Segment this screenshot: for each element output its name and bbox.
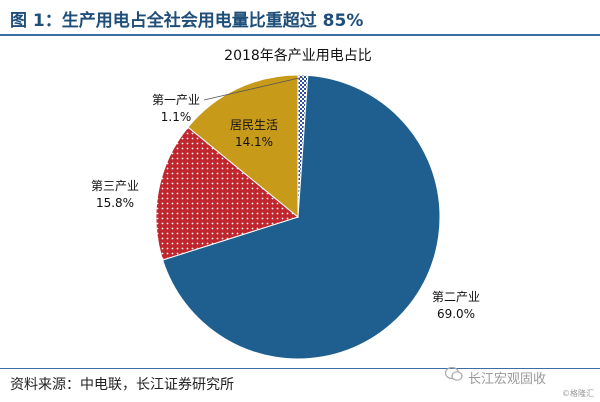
slice-label-residential: 居民生活 (230, 118, 278, 132)
slice-label-secondary: 第二产业 (432, 290, 480, 304)
slice-value-secondary: 69.0% (437, 307, 475, 321)
source-note: 资料来源：中电联，长江证券研究所 (10, 377, 234, 393)
figure-title: 图 1：生产用电占全社会用电量比重超过 85% (10, 11, 364, 31)
chart-title: 2018年各产业用电占比 (224, 48, 372, 64)
pie-chart: 2018年各产业用电占比 第一产业 1.1% 第二产业 69.0% 第三产业 15.8% 居… (91, 48, 480, 360)
footer-divider (0, 368, 600, 369)
slice-label-tertiary: 第三产业 (91, 179, 139, 193)
pie-slice-tertiary (155, 126, 300, 261)
slice-label-primary: 第一产业 (152, 93, 200, 107)
slice-value-tertiary: 15.8% (96, 196, 134, 210)
title-divider (0, 34, 600, 36)
slice-value-primary: 1.1% (161, 110, 192, 124)
leader-line-primary (203, 76, 303, 101)
wechat-icon (445, 366, 463, 381)
pie-slice-residential (187, 74, 299, 219)
slice-value-residential: 14.1% (235, 135, 273, 149)
pie-slice-secondary (162, 74, 441, 360)
watermark: ©格隆汇 (562, 389, 594, 398)
brand-label: 长江宏观固收 (468, 372, 547, 387)
